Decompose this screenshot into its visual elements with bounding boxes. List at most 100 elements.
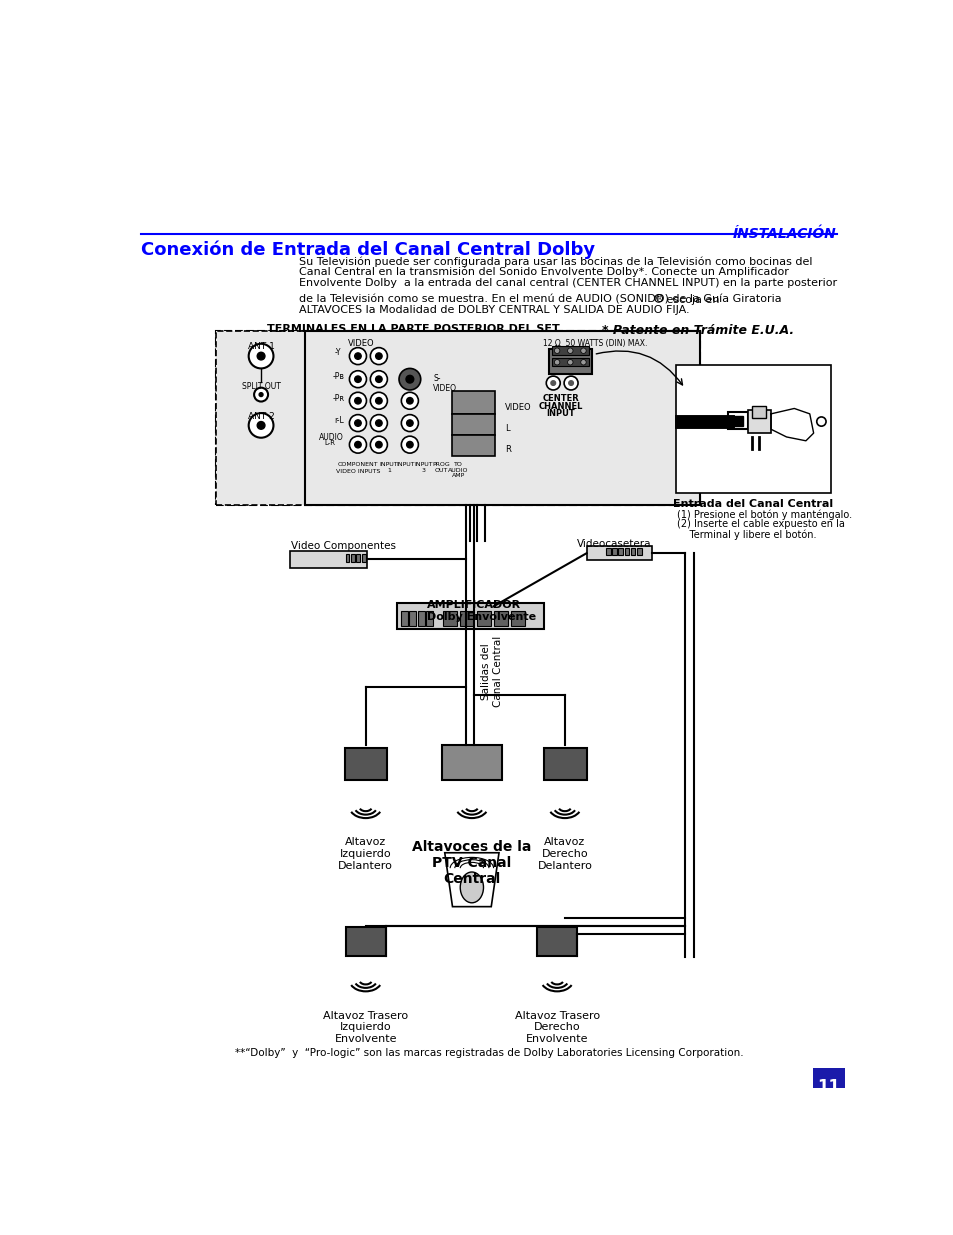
Text: INPUT: INPUT — [414, 462, 433, 467]
Circle shape — [550, 380, 555, 385]
Circle shape — [568, 380, 573, 385]
Bar — [586, 546, 652, 561]
Text: -Pʙ: -Pʙ — [332, 372, 344, 382]
Circle shape — [355, 353, 361, 359]
Text: (1) Presione el botón y manténgalo.: (1) Presione el botón y manténgalo. — [677, 509, 851, 520]
Text: CHANNEL: CHANNEL — [538, 401, 582, 410]
Bar — [549, 350, 592, 374]
Circle shape — [349, 370, 366, 388]
Text: Video Componentes: Video Componentes — [292, 541, 396, 551]
Bar — [630, 548, 635, 555]
Text: CENTER: CENTER — [542, 394, 578, 403]
Text: TO: TO — [454, 462, 462, 467]
Text: PROG: PROG — [432, 462, 449, 467]
Bar — [305, 331, 700, 505]
Bar — [344, 748, 387, 781]
Circle shape — [375, 441, 382, 448]
Circle shape — [249, 412, 274, 437]
Circle shape — [375, 353, 382, 359]
Bar — [396, 603, 543, 630]
Circle shape — [257, 352, 265, 359]
Text: VIDEO: VIDEO — [505, 403, 531, 412]
Circle shape — [546, 377, 559, 390]
Bar — [747, 410, 770, 433]
Circle shape — [554, 348, 559, 353]
Bar — [494, 611, 508, 626]
Text: COMPONENT: COMPONENT — [337, 462, 378, 467]
Bar — [452, 435, 495, 456]
Circle shape — [375, 375, 382, 383]
Bar — [728, 412, 747, 430]
Text: Envolvente Dolby  a la entrada del canal central (CENTER CHANNEL INPUT) en la pa: Envolvente Dolby a la entrada del canal … — [298, 278, 837, 288]
Text: de la Televisión como se muestra. En el menú de AUDIO (SONIDO) de la Guía Girato: de la Televisión como se muestra. En el … — [298, 294, 781, 305]
Text: r-L: r-L — [335, 416, 344, 425]
Circle shape — [401, 436, 418, 453]
Circle shape — [567, 348, 573, 353]
Text: AMP: AMP — [452, 473, 465, 478]
Text: SPLIT OUT: SPLIT OUT — [241, 382, 280, 390]
Circle shape — [349, 347, 366, 364]
Text: escoja en: escoja en — [662, 294, 720, 305]
Circle shape — [349, 415, 366, 431]
Bar — [452, 390, 495, 414]
Text: 12 Ω  50 WATTS (DIN) MAX.: 12 Ω 50 WATTS (DIN) MAX. — [542, 340, 647, 348]
Circle shape — [401, 370, 418, 388]
Text: ÍNSTALACIÓN: ÍNSTALACIÓN — [733, 227, 836, 241]
Bar — [216, 331, 305, 505]
Circle shape — [355, 420, 361, 426]
Bar — [612, 548, 617, 555]
Text: TERMINALES EN LA PARTE POSTERIOR DEL SET: TERMINALES EN LA PARTE POSTERIOR DEL SET — [267, 324, 559, 333]
Text: L: L — [505, 424, 509, 432]
Bar — [812, 1067, 844, 1088]
Text: AMPLIFICADOR
Dolby Envolvente: AMPLIFICADOR Dolby Envolvente — [427, 600, 536, 621]
Circle shape — [816, 417, 825, 426]
Text: OUT: OUT — [434, 468, 447, 473]
Circle shape — [567, 359, 573, 366]
Bar — [543, 748, 586, 781]
Bar — [345, 926, 385, 956]
Text: Su Televisión puede ser configurada para usar las bocinas de la Televisión como : Su Televisión puede ser configurada para… — [298, 256, 812, 267]
Text: VIDEO: VIDEO — [348, 340, 375, 348]
Circle shape — [375, 420, 382, 426]
Text: S-
VIDEO: S- VIDEO — [433, 374, 456, 393]
Bar — [417, 611, 424, 626]
Text: Altavoz Trasero
Derecho
Envolvente: Altavoz Trasero Derecho Envolvente — [514, 1010, 599, 1044]
Bar — [351, 555, 355, 562]
Bar — [400, 611, 407, 626]
Bar — [426, 611, 433, 626]
Circle shape — [406, 398, 413, 404]
Circle shape — [253, 388, 268, 401]
Circle shape — [370, 436, 387, 453]
Circle shape — [375, 398, 382, 404]
Circle shape — [249, 343, 274, 368]
Text: VIDEO INPUTS: VIDEO INPUTS — [335, 468, 379, 473]
Text: INPUT: INPUT — [396, 462, 415, 467]
Circle shape — [349, 436, 366, 453]
Bar — [216, 331, 700, 505]
Circle shape — [406, 375, 414, 383]
Bar — [551, 346, 588, 354]
Text: 1: 1 — [387, 468, 391, 473]
Text: INPUT: INPUT — [546, 409, 575, 419]
Text: ANT 2: ANT 2 — [248, 412, 274, 421]
Bar — [605, 548, 610, 555]
Circle shape — [563, 377, 578, 390]
Bar — [452, 414, 495, 436]
Bar — [345, 555, 349, 562]
Bar — [511, 611, 525, 626]
Text: ANT 1: ANT 1 — [248, 342, 274, 351]
Circle shape — [355, 441, 361, 448]
Text: 3: 3 — [421, 468, 425, 473]
Circle shape — [398, 368, 420, 390]
Circle shape — [370, 415, 387, 431]
Text: AUDIO: AUDIO — [319, 433, 344, 442]
Circle shape — [401, 415, 418, 431]
Text: Videocasetera: Videocasetera — [576, 540, 650, 550]
Text: Entrada del Canal Central: Entrada del Canal Central — [673, 499, 832, 509]
Text: Terminal y libere el botón.: Terminal y libere el botón. — [677, 530, 816, 540]
Bar — [290, 551, 367, 568]
Circle shape — [257, 421, 265, 430]
Bar — [409, 611, 416, 626]
Text: AUDIO: AUDIO — [448, 468, 469, 473]
Text: Salidas del
Canal Central: Salidas del Canal Central — [480, 636, 502, 708]
